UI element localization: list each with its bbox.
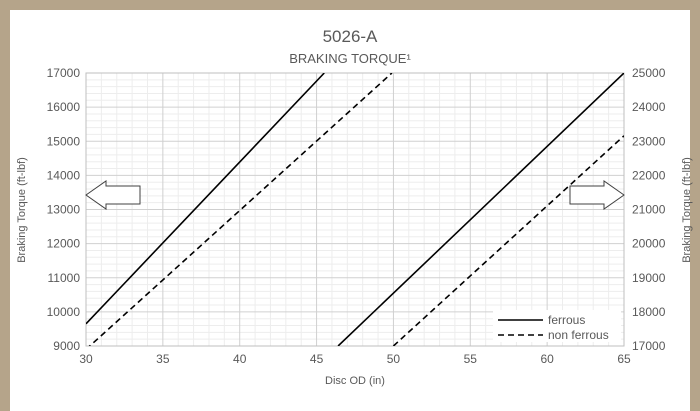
y-left-tick-label: 17000 (47, 66, 81, 80)
x-tick-label: 40 (233, 352, 247, 366)
x-tick-label: 30 (79, 352, 93, 366)
y-right-tick-label: 19000 (632, 271, 666, 285)
y-right-tick-label: 18000 (632, 305, 666, 319)
y-left-tick-label: 13000 (47, 203, 81, 217)
y-left-tick-label: 12000 (47, 237, 81, 251)
y-left-tick-label: 16000 (47, 100, 81, 114)
x-tick-label: 65 (617, 352, 631, 366)
plot-area-border (85, 72, 625, 347)
chart-subtitle: BRAKING TORQUE¹ (289, 51, 411, 66)
x-tick-label: 50 (387, 352, 401, 366)
y-left-tick-label: 10000 (47, 305, 81, 319)
y-right-tick-label: 21000 (632, 203, 666, 217)
y-right-tick-labels: 17000 18000 19000 20000 21000 22000 23000 24000… (632, 66, 666, 353)
x-tick-label: 35 (156, 352, 170, 366)
y-right-tick-label: 20000 (632, 237, 666, 251)
left-arrow-icon (85, 180, 141, 210)
y-right-tick-label: 22000 (632, 168, 666, 182)
series-line-ferrous-left (86, 73, 325, 325)
series-line-non-ferrous-right (392, 135, 624, 346)
legend-label: non ferrous (548, 328, 609, 342)
y-axis-label-right: Braking Torque (ft-lbf) (681, 157, 693, 263)
y-right-tick-label: 23000 (632, 134, 666, 148)
y-left-tick-label: 15000 (47, 134, 81, 148)
x-tick-label: 45 (310, 352, 324, 366)
x-tick-label: 60 (540, 352, 554, 366)
legend-label: ferrous (548, 313, 585, 327)
x-axis-label: Disc OD (in) (325, 375, 385, 387)
y-left-tick-label: 9000 (53, 339, 80, 353)
y-left-tick-label: 14000 (47, 168, 81, 182)
y-left-tick-labels: 9000 10000 11000 12000 13000 14000 15000 16000 1… (47, 66, 81, 353)
series-lines (86, 73, 624, 346)
chart-title: 5026-A (323, 27, 378, 46)
y-right-tick-label: 17000 (632, 339, 666, 353)
chart-panel (10, 10, 690, 411)
x-tick-labels: 30 35 40 45 50 55 60 65 (79, 352, 631, 366)
x-tick-label: 55 (464, 352, 478, 366)
series-line-ferrous-right (337, 73, 624, 346)
legend-box (493, 310, 621, 342)
y-right-tick-label: 25000 (632, 66, 666, 80)
y-left-tick-label: 11000 (48, 271, 81, 285)
y-axis-label-left: Braking Torque (ft-lbf) (16, 157, 28, 263)
series-line-non-ferrous-left (88, 73, 393, 346)
right-arrow-icon (569, 180, 625, 210)
y-right-tick-label: 24000 (632, 100, 666, 114)
